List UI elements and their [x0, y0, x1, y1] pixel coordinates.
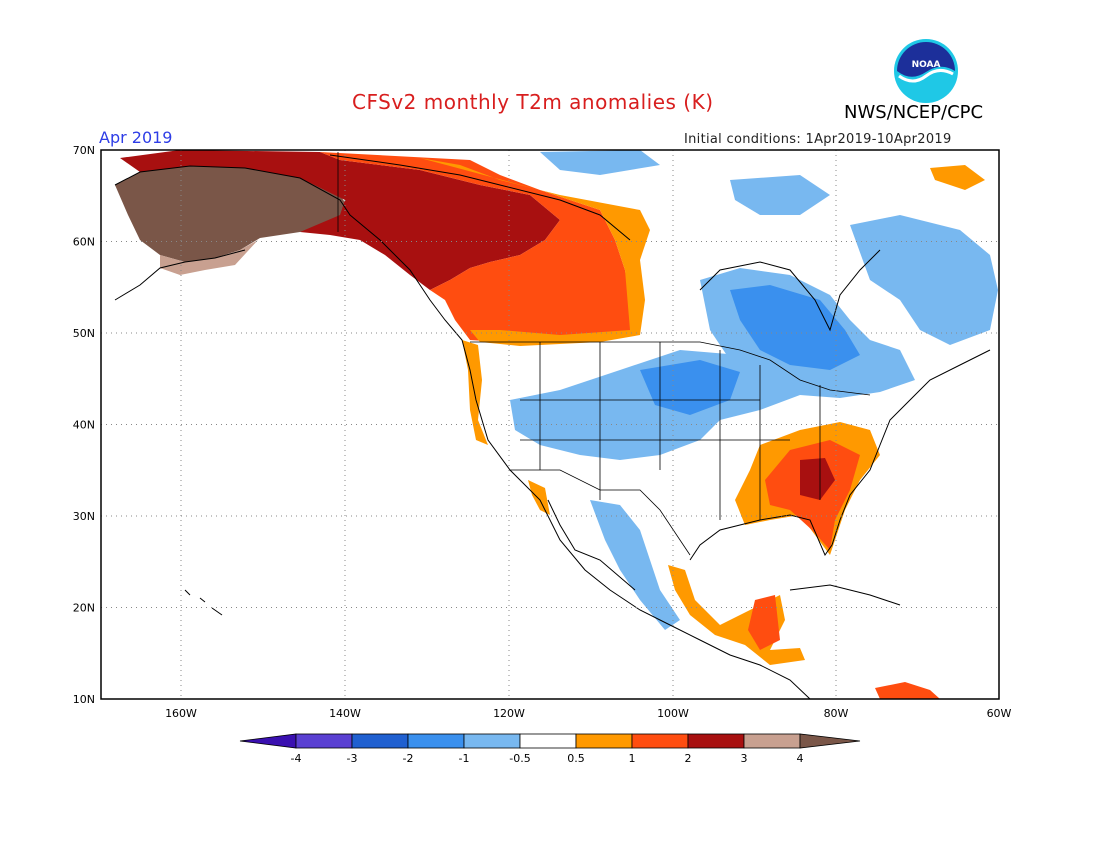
- lon-label: 60W: [987, 707, 1012, 720]
- anomaly-field: [115, 150, 998, 699]
- colorbar-box: [631, 733, 689, 749]
- agency-label: NWS/NCEP/CPC: [844, 102, 984, 123]
- lat-label: 50N: [73, 327, 95, 340]
- lon-label: 120W: [493, 707, 525, 720]
- noaa-logo: NOAA: [894, 39, 958, 103]
- alaska-pale-anomaly: [160, 240, 258, 275]
- canada-dark-red-anomaly: [120, 150, 560, 290]
- colorbar-arrow-low: [239, 733, 297, 749]
- lat-label: 10N: [73, 693, 95, 706]
- greenland-orange-anomaly: [930, 165, 985, 190]
- us-state-lines: [520, 342, 821, 520]
- colorbar-box: [351, 733, 409, 749]
- colorbar-box: [463, 733, 521, 749]
- hudson-bay-coast: [699, 249, 881, 332]
- baja-orange-anomaly: [528, 480, 550, 515]
- lat-label: 70N: [73, 144, 95, 157]
- gulf-coast: [689, 349, 991, 561]
- southeast-dark-red-anomaly: [800, 458, 835, 500]
- baffin-cool-anomaly: [730, 175, 830, 215]
- central-america-orange-anomaly: [668, 565, 805, 665]
- colorbar-arrow-high: [799, 733, 861, 749]
- canada-orange-anomaly: [420, 158, 650, 346]
- colorbar-box: [575, 733, 633, 749]
- map-frame: [100, 149, 1000, 700]
- political-boundaries: [337, 152, 871, 556]
- colorbar-tick-label: 3: [741, 752, 748, 765]
- svg-text:NOAA: NOAA: [912, 60, 941, 70]
- lat-label: 30N: [73, 510, 95, 523]
- coastlines: [114, 154, 991, 699]
- longitude-labels: 160W 140W 120W 100W 80W 60W: [165, 707, 1011, 720]
- lat-label: 20N: [73, 602, 95, 615]
- colorbar-tick-label: -2: [403, 752, 414, 765]
- colorbar-labels: -4 -3 -2 -1 -0.5 0.5 1 2 3 4: [291, 752, 804, 765]
- labrador-cool-anomaly: [850, 215, 998, 345]
- colorbar-box: [295, 733, 353, 749]
- colorbar-tick-label: -1: [459, 752, 470, 765]
- us-canada-border: [470, 341, 871, 396]
- lon-label: 140W: [329, 707, 361, 720]
- colorbar-box: [687, 733, 745, 749]
- colorbar-tick-label: -3: [347, 752, 358, 765]
- colorbar-tick-label: 4: [797, 752, 804, 765]
- colorbar-tick-label: -0.5: [509, 752, 530, 765]
- central-america-red-anomaly: [748, 595, 780, 650]
- lon-label: 160W: [165, 707, 197, 720]
- lon-label: 80W: [824, 707, 849, 720]
- colorbar-box: [407, 733, 465, 749]
- initial-conditions: Initial conditions: 1Apr2019-10Apr2019: [684, 132, 952, 147]
- colorbar-tick-label: 0.5: [567, 752, 585, 765]
- us-mexico-border: [510, 469, 691, 556]
- mexico-cool-anomaly: [590, 500, 680, 630]
- hawaii-islands: [184, 589, 223, 616]
- plains-medium-cool: [640, 360, 740, 415]
- lat-label: 40N: [73, 419, 95, 432]
- colorbar-box: [519, 733, 577, 749]
- lat-label: 60N: [73, 236, 95, 249]
- caribbean-red-anomaly: [875, 682, 940, 699]
- lon-label: 100W: [657, 707, 689, 720]
- colorbar-box: [743, 733, 801, 749]
- arctic-coast: [329, 154, 631, 241]
- colorbar-tick-label: 2: [685, 752, 692, 765]
- colorbar-tick-label: -4: [291, 752, 302, 765]
- alaska-southwest-coast: [114, 249, 246, 301]
- mexico-west-coast: [547, 499, 636, 591]
- alaska-core-anomaly: [115, 166, 350, 262]
- cuba-coast: [789, 584, 901, 606]
- latitude-labels: 70N 60N 50N 40N 30N 20N 10N: [73, 144, 95, 706]
- alaska-coast: [114, 165, 811, 699]
- forecast-month: Apr 2019: [99, 128, 173, 147]
- map-title: CFSv2 monthly T2m anomalies (K): [352, 90, 714, 114]
- colorbar-tick-label: 1: [629, 752, 636, 765]
- hudson-bay-medium-cool: [730, 285, 860, 370]
- colorbar: [239, 733, 861, 749]
- arctic-cool-anomaly: [540, 150, 660, 175]
